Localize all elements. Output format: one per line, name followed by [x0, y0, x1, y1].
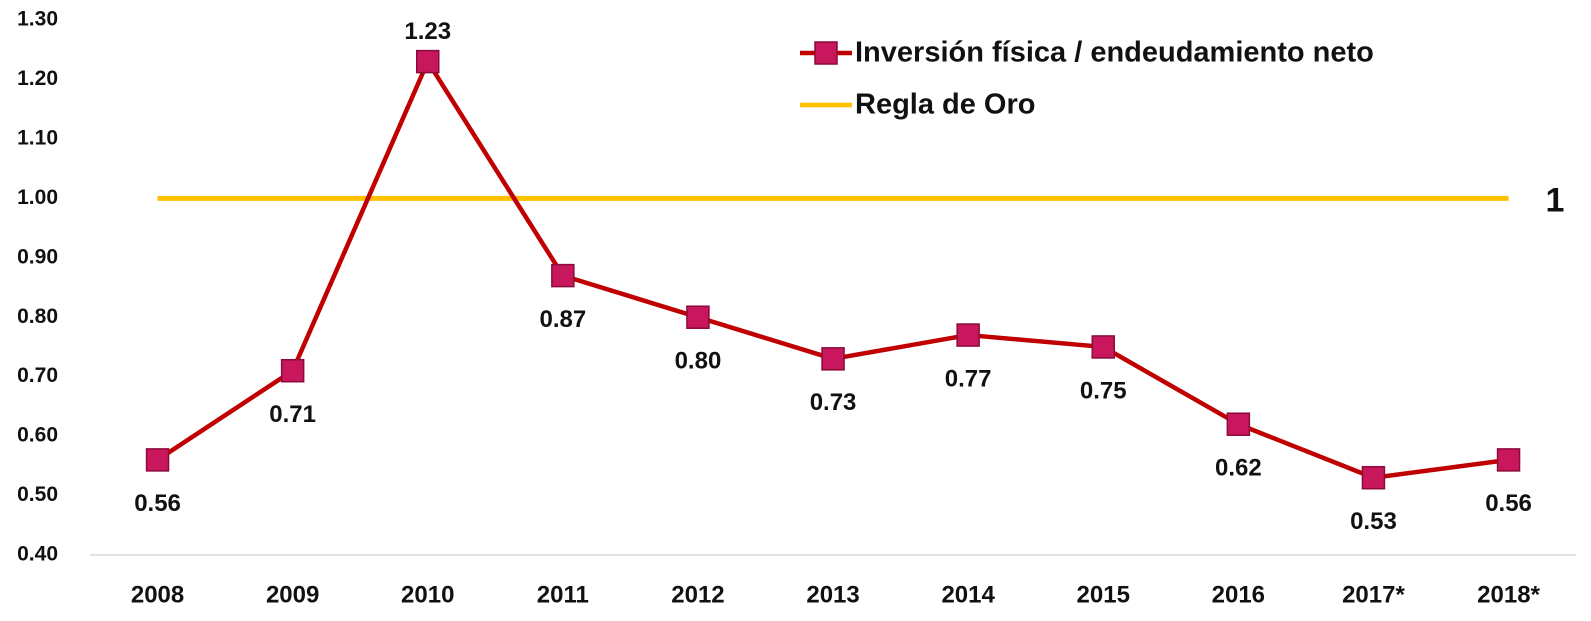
- y-tick-label: 1.30: [17, 8, 58, 31]
- legend-label: Inversión física / endeudamiento neto: [855, 37, 1374, 69]
- x-tick-label: 2011: [537, 581, 589, 608]
- data-label: 0.77: [945, 365, 992, 392]
- marker: [1361, 465, 1386, 490]
- legend-label: Regla de Oro: [855, 89, 1036, 121]
- y-tick-label: 0.60: [17, 424, 58, 447]
- y-tick-label: 0.80: [17, 305, 58, 328]
- marker: [956, 323, 980, 347]
- data-label: 0.62: [1215, 455, 1262, 482]
- data-label: 0.80: [675, 348, 722, 375]
- data-label: 0.71: [269, 401, 316, 428]
- x-tick-label: 2012: [671, 581, 724, 608]
- y-tick-label: 1.10: [17, 126, 58, 149]
- data-label: 0.87: [539, 306, 586, 333]
- x-tick-label: 2015: [1077, 581, 1130, 608]
- x-tick-label: 2014: [941, 581, 995, 608]
- marker: [416, 49, 440, 74]
- legend-marker: [814, 41, 838, 65]
- y-tick-label: 0.50: [17, 483, 58, 506]
- y-tick-label: 0.70: [17, 364, 58, 387]
- x-tick-label: 2018*: [1477, 581, 1540, 608]
- marker: [821, 347, 845, 371]
- data-label: 0.75: [1080, 377, 1127, 404]
- marker: [145, 448, 170, 472]
- x-tick-label: 2017*: [1342, 581, 1405, 608]
- y-tick-label: 0.90: [17, 245, 58, 268]
- data-label: 1.23: [404, 18, 451, 45]
- marker: [1091, 335, 1115, 359]
- y-tick-label: 1.20: [17, 67, 58, 90]
- marker: [551, 263, 575, 288]
- data-label: 0.56: [1485, 490, 1532, 517]
- data-label: 0.53: [1350, 508, 1397, 535]
- marker: [280, 358, 305, 383]
- x-tick-label: 2010: [401, 581, 454, 608]
- data-label: 0.73: [810, 389, 857, 416]
- rule-label: 1: [1546, 181, 1565, 219]
- y-tick-label: 0.40: [17, 543, 58, 566]
- y-tick-label: 1.00: [17, 186, 58, 209]
- x-tick-label: 2016: [1212, 581, 1265, 608]
- x-tick-label: 2009: [266, 581, 319, 608]
- data-label: 0.56: [134, 490, 181, 517]
- x-tick-label: 2008: [131, 581, 184, 608]
- x-tick-label: 2013: [806, 581, 859, 608]
- marker: [1496, 448, 1521, 472]
- marker: [686, 305, 710, 329]
- marker: [1226, 412, 1251, 436]
